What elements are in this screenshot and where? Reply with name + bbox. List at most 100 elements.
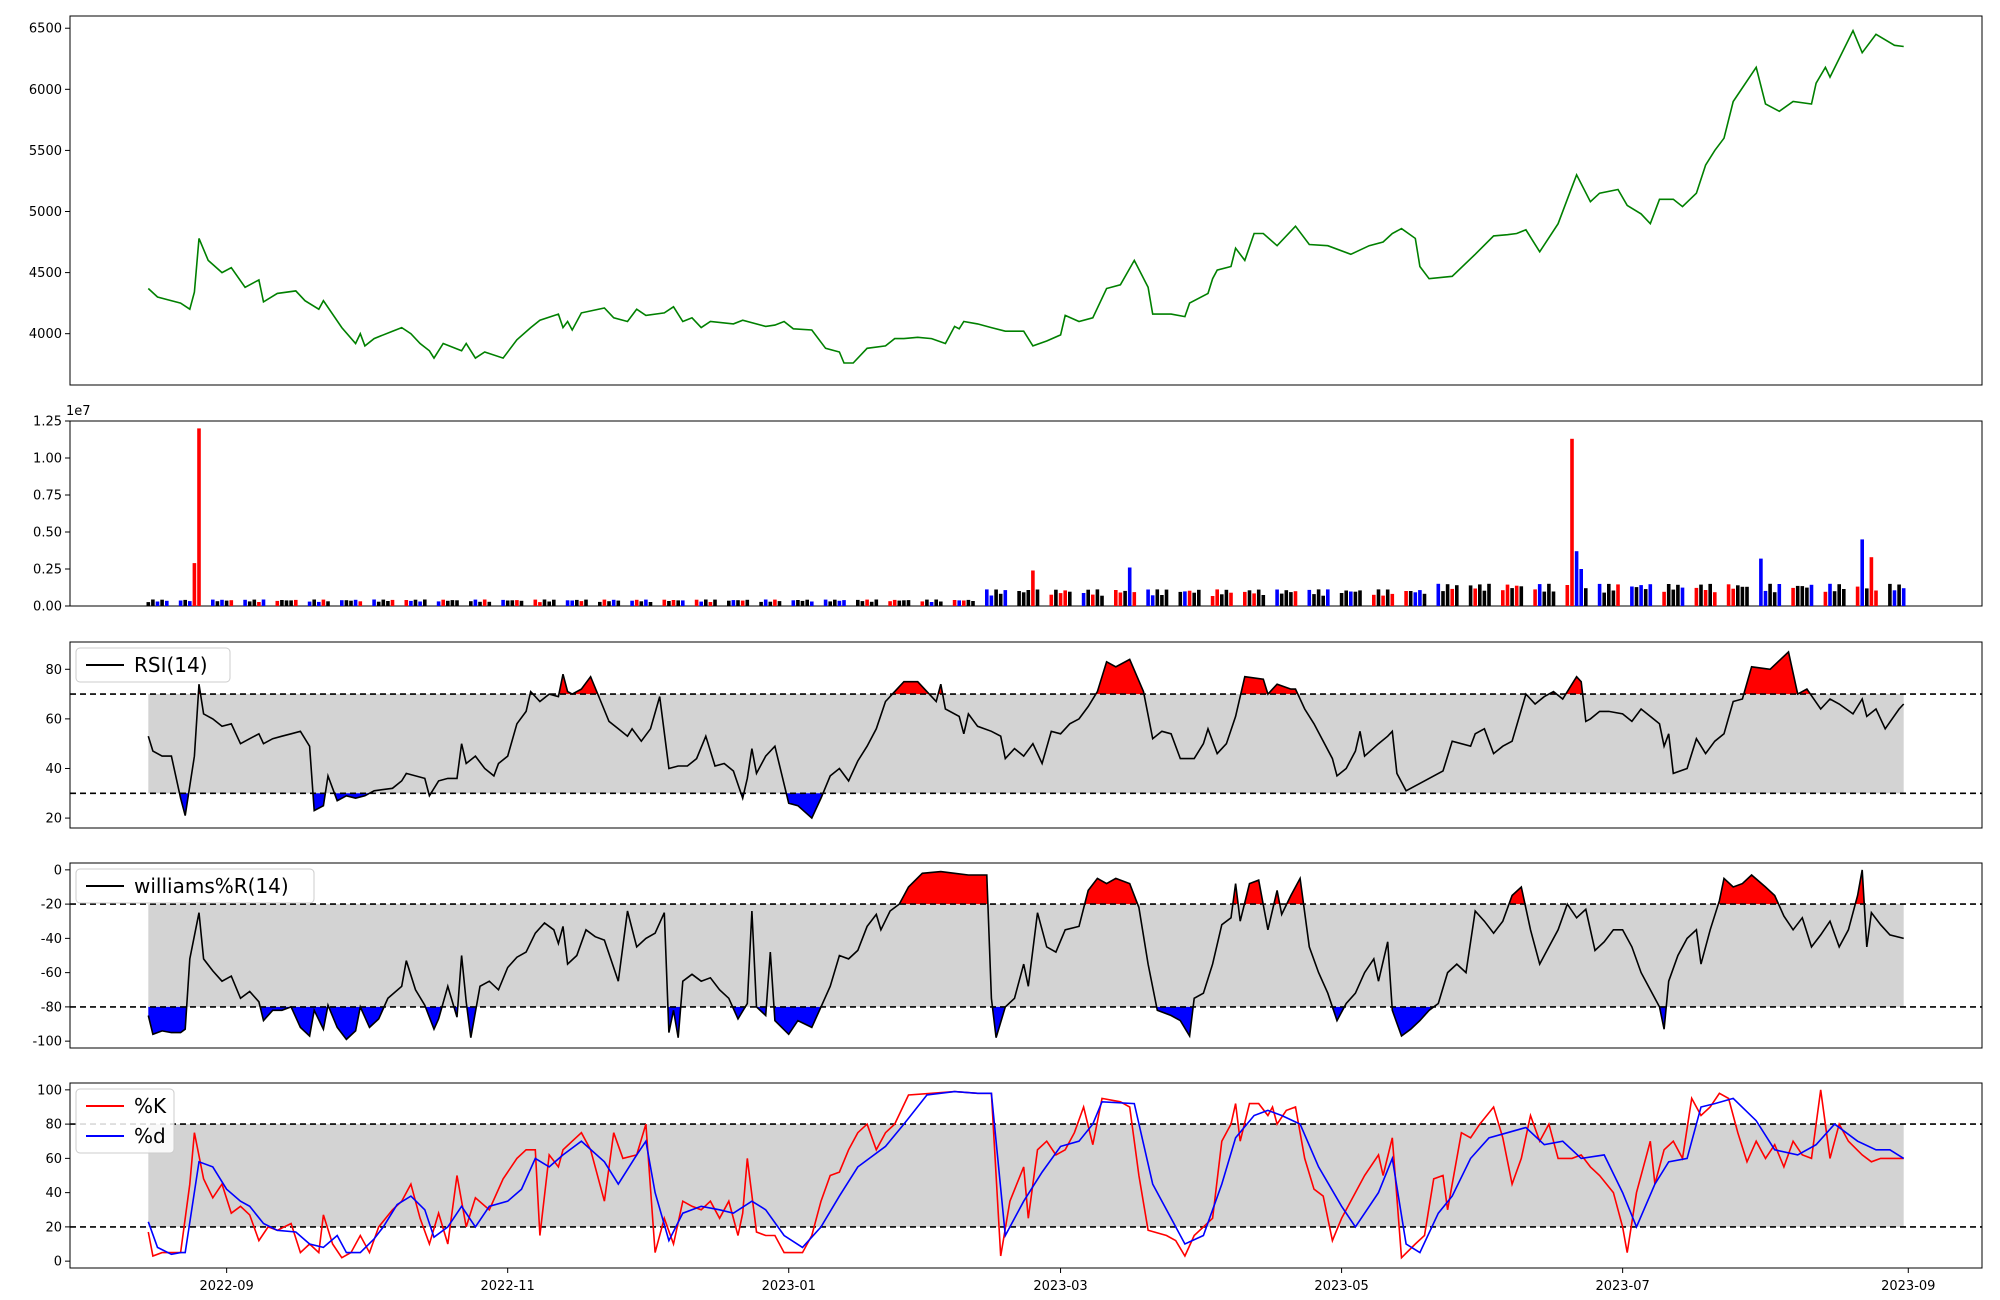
volume-bar (639, 601, 644, 606)
volume-bar (1455, 585, 1459, 606)
volume-bar (192, 563, 197, 606)
x-tick-label: 2023-09 (1881, 1279, 1935, 1294)
volume-bar (837, 600, 842, 606)
date-x-axis: 2022-09 2022-11 2023-01 2023-03 2023-05 2023-… (199, 1268, 1935, 1294)
price-line (147, 28, 1904, 364)
stochastic-d-line (147, 1090, 1905, 1256)
volume-bar (1316, 589, 1321, 606)
volume-bar (1390, 593, 1395, 606)
x-tick-label: 2022-11 (481, 1279, 535, 1294)
volume-bar (1404, 591, 1408, 606)
x-tick-label: 2023-03 (1033, 1279, 1087, 1294)
volume-bar (1809, 584, 1814, 606)
volume-bar (731, 600, 736, 606)
volume-bar (247, 601, 252, 606)
volume-bar (505, 600, 510, 606)
williams-r-oversold-fill (1156, 1006, 1194, 1036)
volume-bar (312, 599, 316, 606)
volume-bar (925, 599, 929, 606)
williams-r-oversold-fill (291, 1006, 328, 1036)
volume-bar (1671, 589, 1676, 606)
volume-bar (165, 600, 169, 606)
williams-r-legend-box (75, 868, 315, 904)
rsi-ytick-label: 20 (45, 812, 62, 827)
volume-bar (920, 601, 925, 606)
volume-bar (413, 599, 418, 606)
rsi-ytick-label: 80 (45, 663, 62, 678)
volume-bar (971, 601, 975, 606)
volume-bar (1344, 590, 1348, 606)
volume-bar (473, 599, 478, 606)
volume-bar (800, 600, 805, 606)
volume-bar (307, 601, 312, 606)
volume-bar (1726, 584, 1731, 606)
stochastic-ytick-label: 80 (45, 1118, 62, 1133)
volume-bar (1247, 590, 1252, 606)
volume-bar (1897, 584, 1901, 606)
volume-bar (740, 600, 745, 606)
volume-bar (1643, 589, 1648, 606)
volume-bar (1570, 438, 1574, 606)
volume-bar (1408, 591, 1413, 606)
volume-bar (860, 601, 865, 606)
rsi-ytick-label: 60 (45, 712, 62, 727)
volume-bar (1353, 591, 1358, 606)
williams-r-frame (69, 862, 1983, 1049)
rsi-panel: 20 40 60 80 RSI(14) (45, 641, 1983, 829)
volume-bar (1468, 585, 1473, 606)
volume-bar (1326, 589, 1330, 606)
volume-bar (423, 599, 427, 606)
volume-bar (418, 601, 422, 606)
volume-ytick-label: 1.00 (33, 452, 62, 467)
volume-bar (671, 600, 676, 606)
volume-bar (662, 599, 667, 606)
volume-bar (275, 600, 280, 606)
williams-r-overbought-fill (1718, 875, 1779, 905)
volume-bar (1579, 569, 1583, 606)
williams-r-ytick-label: -100 (32, 1035, 62, 1050)
volume-bar (1021, 592, 1026, 606)
volume-bar (409, 600, 413, 606)
x-tick-label: 2023-07 (1595, 1279, 1649, 1294)
volume-bar (1210, 596, 1215, 606)
stochastic-ytick-label: 20 (45, 1220, 62, 1235)
volume-bar (1736, 585, 1740, 606)
volume-bar (340, 600, 344, 606)
volume-bar (648, 602, 653, 606)
volume-bar (1607, 583, 1611, 606)
volume-bar (1874, 590, 1878, 606)
volume-bar (1514, 585, 1519, 606)
volume-bar (1505, 584, 1510, 606)
volume-bar (1574, 551, 1579, 606)
williams-r-overbought-fill (1286, 878, 1304, 905)
volume-bar (1178, 591, 1183, 606)
volume-bar (1537, 584, 1542, 606)
stochastic-ytick-label: 40 (45, 1186, 62, 1201)
volume-bar (1630, 586, 1634, 606)
volume-bar (1307, 589, 1312, 606)
volume-bar (1662, 591, 1666, 606)
volume-bar (1100, 595, 1104, 606)
volume-bar (381, 599, 386, 606)
volume-bar (865, 599, 869, 606)
volume-bar (482, 599, 487, 606)
volume-bar (777, 601, 782, 606)
volume-bar (478, 601, 482, 606)
williams-r-ytick-label: -60 (41, 966, 62, 981)
volume-panel: 0.00 0.25 0.50 0.75 1.00 1.25 1e7 (33, 404, 1983, 615)
volume-bar (1772, 592, 1777, 606)
volume-bar (1026, 590, 1031, 606)
volume-bar (1745, 586, 1749, 606)
volume-bar (713, 599, 717, 606)
volume-frame (69, 420, 1983, 607)
volume-bar (552, 599, 556, 606)
volume-bar (1551, 591, 1556, 606)
volume-bar (280, 600, 284, 606)
williams-r-oversold-fill (425, 1006, 442, 1030)
volume-bar (856, 599, 860, 606)
volume-bar (805, 599, 809, 606)
volume-bar (1376, 589, 1381, 606)
volume-bar (1372, 594, 1376, 606)
volume-bar (634, 599, 639, 606)
volume-bar (704, 599, 708, 606)
